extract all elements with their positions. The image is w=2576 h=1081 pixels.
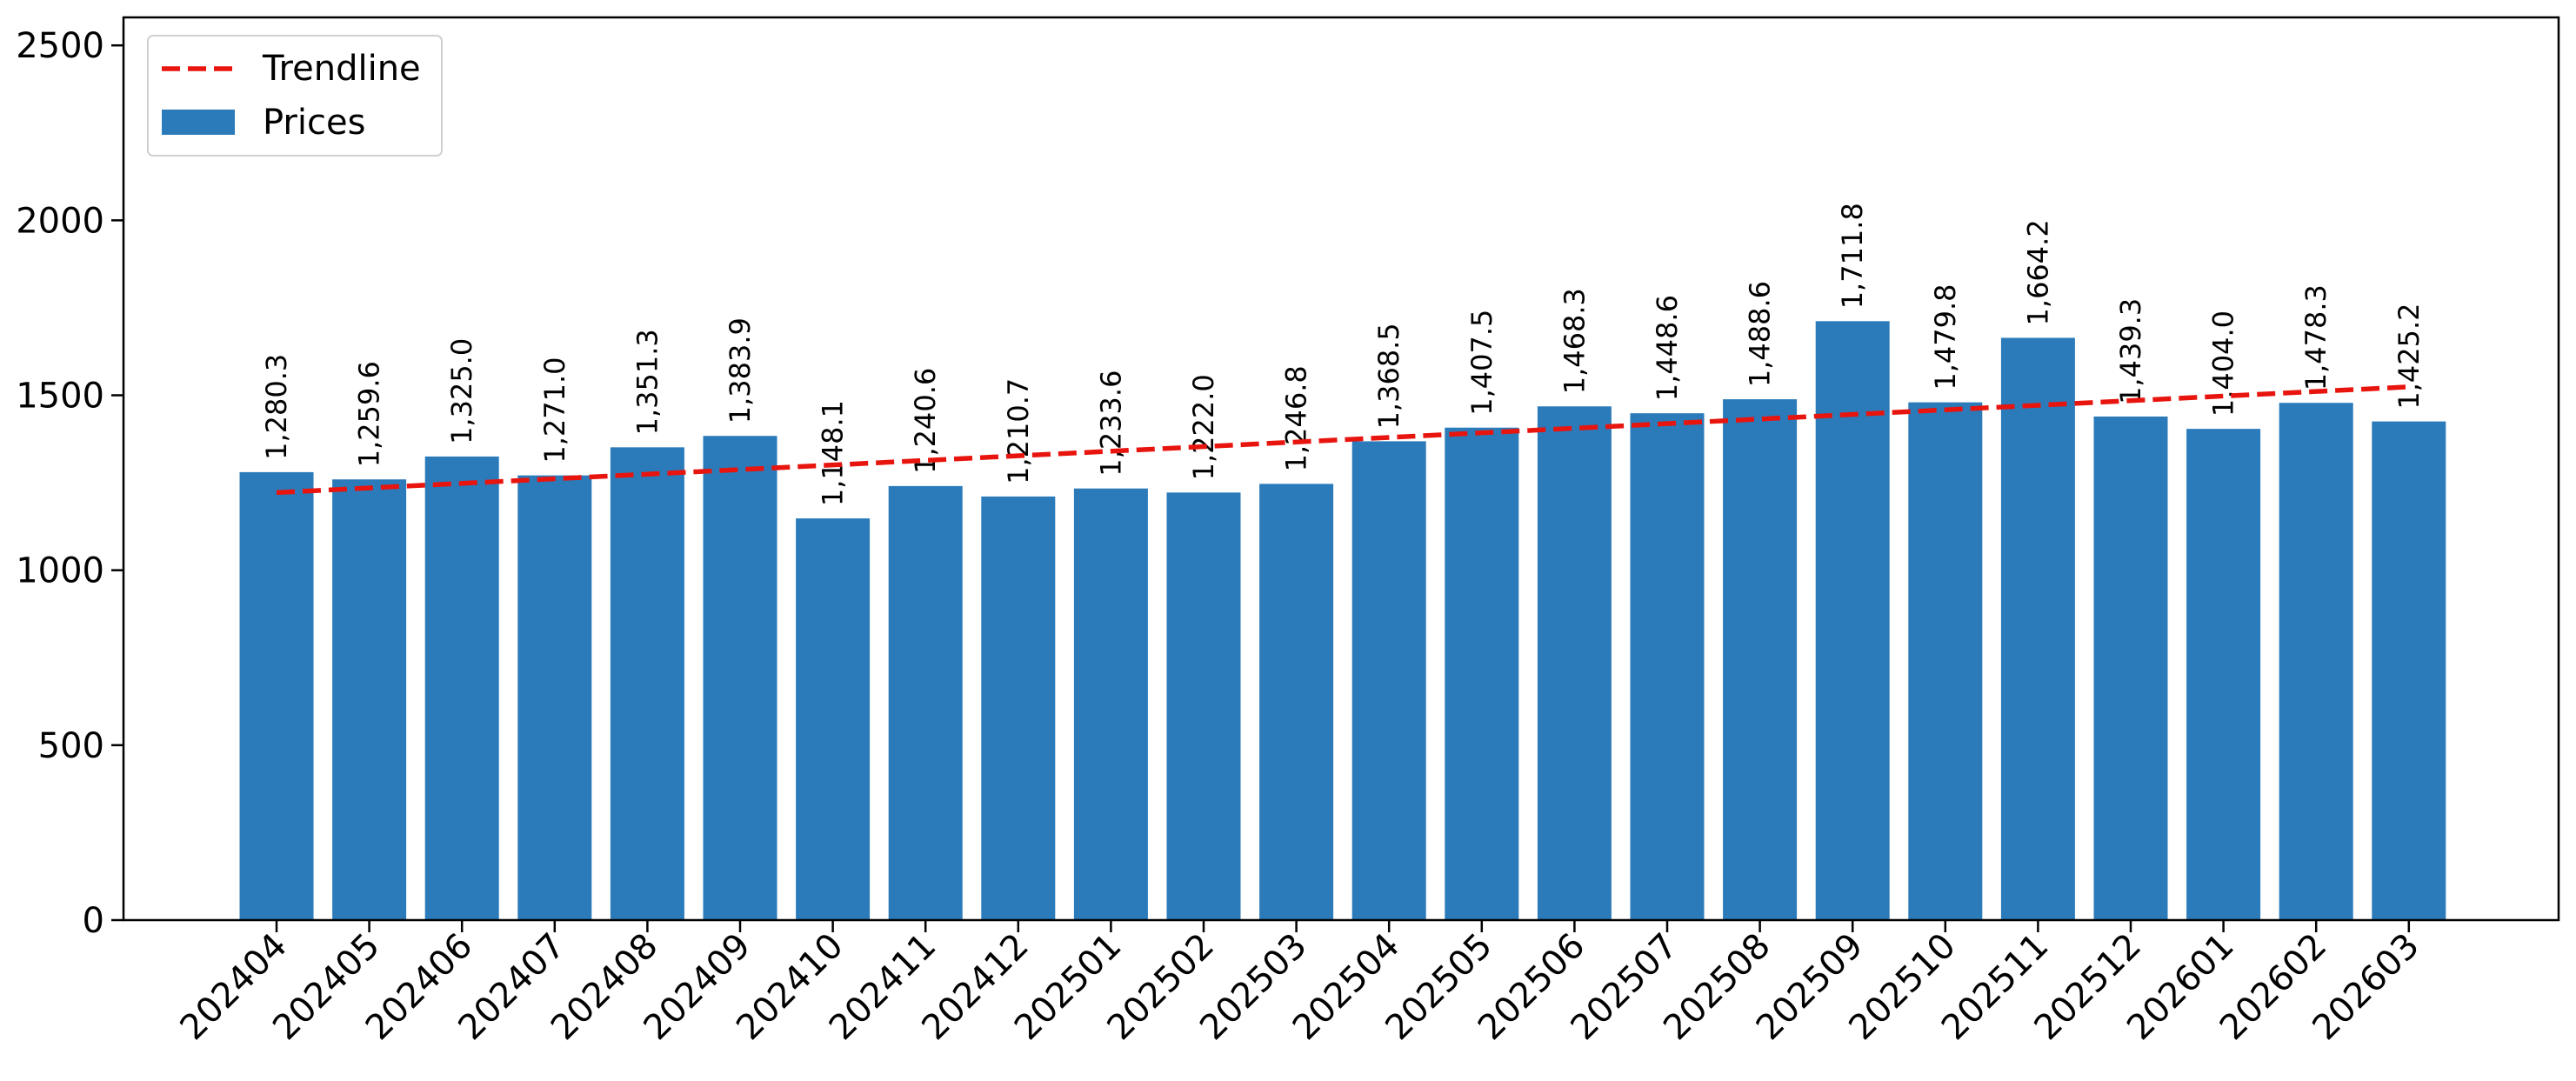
bar-value-label: 1,271.0	[538, 357, 571, 464]
bar-value-label: 1,425.2	[2392, 303, 2426, 409]
bar	[796, 518, 871, 920]
bar-value-label: 1,478.3	[2299, 284, 2332, 390]
bar-value-label: 1,407.5	[1465, 310, 1498, 416]
bar	[703, 436, 777, 920]
bar-value-label: 1,664.2	[2021, 219, 2054, 325]
bar-value-label: 1,259.6	[353, 361, 386, 467]
bar	[1166, 492, 1241, 920]
bar	[239, 471, 314, 920]
bar	[2279, 403, 2353, 921]
bar	[1630, 413, 1705, 920]
bar	[1259, 484, 1334, 920]
bar	[1351, 441, 1426, 920]
bar	[1723, 399, 1798, 920]
bar-value-label: 1,439.3	[2114, 298, 2147, 404]
legend: Trendline Prices	[147, 35, 443, 157]
bar-value-label: 1,222.0	[1187, 374, 1220, 480]
legend-label-trendline: Trendline	[262, 49, 421, 89]
bar-value-label: 1,468.3	[1558, 288, 1591, 394]
bar	[981, 496, 1056, 920]
bars-group	[239, 321, 2446, 921]
bar-value-label: 1,210.7	[1002, 378, 1035, 484]
legend-swatch-prices	[162, 110, 235, 135]
bar	[1815, 321, 1890, 920]
bar-value-label: 1,448.6	[1651, 295, 1684, 401]
bar	[2372, 421, 2446, 920]
bar-value-label: 1,280.3	[260, 354, 293, 460]
bar-value-label: 1,711.8	[1836, 203, 1869, 309]
bar-value-label: 1,325.0	[445, 338, 478, 444]
bar-value-label: 1,240.6	[909, 368, 942, 474]
bar	[1908, 402, 1983, 920]
bar	[1073, 488, 1148, 920]
y-tick-label: 1000	[16, 551, 104, 591]
bar-value-label: 1,383.9	[724, 317, 757, 424]
bar	[610, 447, 684, 920]
trendline	[276, 384, 2409, 496]
bar-value-label: 1,246.8	[1280, 365, 1313, 471]
y-tick-label: 2000	[16, 201, 104, 241]
bar-value-label: 1,488.6	[1744, 281, 1777, 387]
legend-label-prices: Prices	[263, 103, 365, 143]
bar	[517, 475, 592, 920]
y-axis: 0 500 1000 1500 2000 2500	[16, 26, 123, 941]
bar	[2000, 337, 2075, 920]
bar	[1445, 427, 1519, 920]
bar	[888, 485, 963, 920]
x-axis: 2024042024052024062024072024082024092024…	[173, 920, 2427, 1048]
y-tick-label: 500	[38, 726, 104, 766]
bar	[332, 479, 407, 920]
bar-value-label: 1,148.1	[817, 400, 850, 506]
y-tick-label: 0	[83, 901, 104, 941]
bar-value-label: 1,351.3	[631, 329, 664, 435]
plot-frame	[122, 16, 2560, 922]
bar-value-label: 1,404.0	[2207, 310, 2240, 417]
bar	[2186, 429, 2261, 920]
y-tick-label: 2500	[16, 26, 104, 66]
trendline-group	[276, 384, 2409, 496]
y-tick-label: 1500	[16, 377, 104, 417]
bar	[1537, 406, 1612, 920]
bar-value-label: 1,368.5	[1372, 323, 1405, 429]
bar-value-label: 1,233.6	[1094, 370, 1127, 477]
bar-labels-group: 1,280.3 1,259.6 1,325.0 1,271.0 1,351.3 1,383…	[260, 203, 2426, 506]
bar-value-label: 1,479.8	[1929, 284, 1962, 390]
bar	[424, 456, 499, 920]
bar	[2093, 416, 2168, 920]
